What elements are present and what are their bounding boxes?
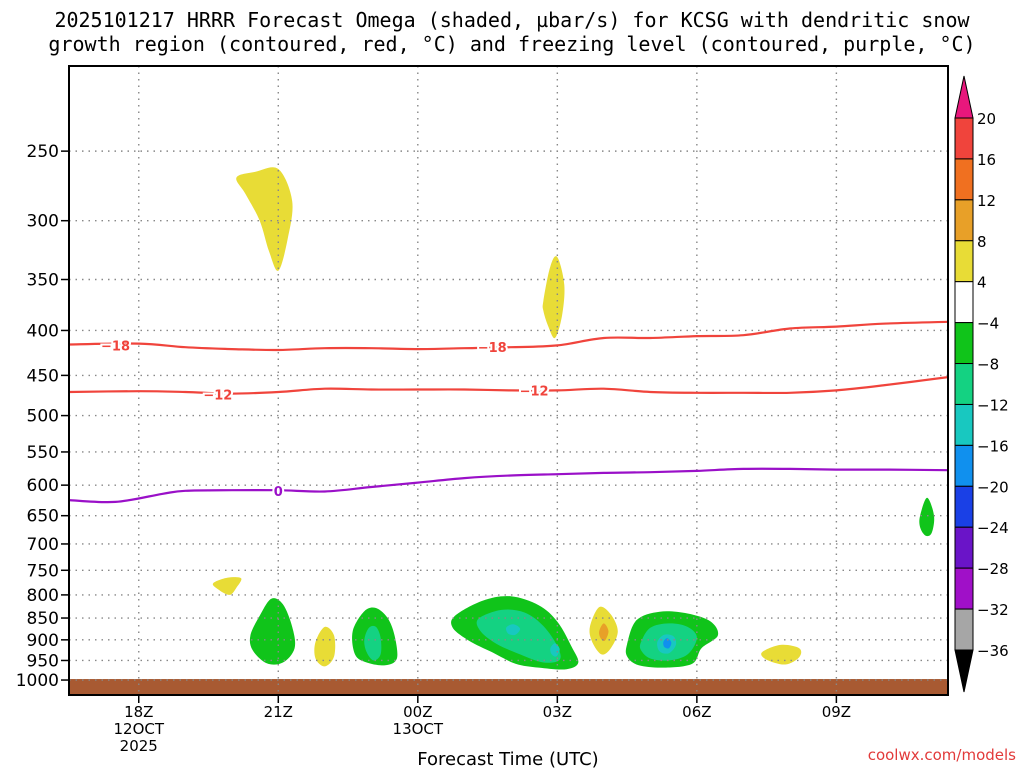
y-tick-label: 800 [27, 586, 59, 606]
colorbar-bin [954, 199, 974, 242]
colorbar-label: −8 [977, 356, 999, 374]
descent-02z-880-core [476, 609, 561, 663]
y-tick-label: 750 [27, 561, 59, 581]
colorbar: 20 16 12 8 4 −4 −8 −12 −16 −20 −24 −28 −32 −36 [954, 75, 1009, 693]
contour-line--18 [68, 320, 949, 352]
descent-02z-880-cyan2 [550, 643, 560, 657]
ascent-08z-935 [761, 644, 802, 665]
contour-line--12 [68, 376, 949, 395]
plot-frame [68, 65, 949, 696]
x-tick-label: 06Z [682, 703, 711, 721]
y-tick-label: 850 [27, 609, 59, 629]
contour-label: −18 [101, 339, 130, 354]
colorbar-label: −4 [977, 315, 999, 333]
chart-title-line-1: 2025101217 HRRR Forecast Omega (shaded, … [54, 8, 970, 32]
y-tick-label: 950 [27, 651, 59, 671]
colorbar-label: −16 [977, 437, 1009, 455]
x-tick-label: 13OCT [393, 720, 444, 738]
y-tick-label: 700 [27, 535, 59, 555]
y-tick-label: 250 [27, 142, 59, 162]
colorbar-label: −24 [977, 519, 1009, 537]
contour-label: −18 [478, 341, 507, 356]
colorbar-bin [954, 322, 974, 365]
colorbar-label: 16 [977, 151, 996, 169]
y-axis: 2503003504004505005506006507007508008509… [16, 142, 69, 691]
colorbar-label: 4 [977, 274, 987, 292]
colorbar-bin [954, 240, 974, 283]
descent-2230z-900-core [364, 625, 382, 661]
contour-line-0 [68, 467, 949, 504]
chart-title: 2025101217 HRRR Forecast Omega (shaded, … [0, 8, 1024, 56]
contour-label: −12 [520, 384, 549, 399]
colorbar-label: 12 [977, 192, 996, 210]
colorbar-bin [954, 608, 974, 651]
descent-21z-880 [249, 598, 296, 665]
colorbar-label: −12 [977, 396, 1009, 414]
colorbar-bin [954, 444, 974, 487]
descent-10z-660 [919, 497, 935, 537]
ascent-03z-370 [542, 256, 565, 339]
colorbar-top-arrow [954, 75, 974, 119]
colorbar-bin [954, 158, 974, 201]
colorbar-bin [954, 117, 974, 160]
credit-text: coolwx.com/models [867, 746, 1016, 764]
ascent-20z-780 [212, 577, 242, 595]
x-axis-label: Forecast Time (UTC) [417, 749, 598, 768]
contour-label: 0 [274, 485, 283, 500]
colorbar-label: −20 [977, 478, 1009, 496]
x-tick-label: 03Z [543, 703, 572, 721]
colorbar-bottom-arrow [954, 649, 974, 693]
x-tick-label: 12OCT [113, 720, 164, 738]
ascent-2130z-925 [314, 626, 336, 667]
colorbar-bin [954, 526, 974, 569]
colorbar-label: 20 [977, 110, 996, 128]
x-tick-label: 2025 [120, 737, 158, 755]
descent-05z-900-blue [663, 638, 672, 649]
colorbar-bin [954, 485, 974, 528]
chart-title-line-2: growth region (contoured, red, °C) and f… [48, 32, 976, 56]
y-tick-label: 600 [27, 476, 59, 496]
y-tick-label: 1000 [16, 671, 59, 691]
descent-02z-880-cyan [505, 624, 521, 636]
contour-layer [68, 320, 949, 504]
colorbar-label: −32 [977, 601, 1009, 619]
colorbar-bin [954, 281, 974, 324]
x-tick-label: 09Z [822, 703, 851, 721]
y-tick-label: 500 [27, 407, 59, 427]
colorbar-bin [954, 567, 974, 610]
omega-shading-layer [212, 167, 935, 670]
colorbar-bin [954, 363, 974, 405]
y-tick-label: 450 [27, 366, 59, 386]
y-tick-label: 300 [27, 212, 59, 232]
y-tick-label: 400 [27, 321, 59, 341]
colorbar-label: −36 [977, 642, 1009, 660]
terrain-bar [69, 679, 948, 695]
x-tick-label: 00Z [403, 703, 432, 721]
ascent-04z-880-core [599, 623, 609, 642]
y-tick-label: 900 [27, 631, 59, 651]
x-tick-label: 18Z [124, 703, 153, 721]
terrain-layer [69, 679, 948, 695]
colorbar-bin [954, 403, 974, 446]
x-tick-label: 21Z [264, 703, 293, 721]
colorbar-label: −28 [977, 560, 1009, 578]
ascent-21z-300 [236, 167, 293, 271]
y-tick-label: 650 [27, 507, 59, 527]
grid-layer [69, 66, 948, 695]
contour-label-layer: −18 −18 −12 −12 0 [99, 337, 551, 501]
y-tick-label: 550 [27, 443, 59, 463]
y-tick-label: 350 [27, 271, 59, 291]
contour-label: −12 [203, 388, 232, 403]
colorbar-label: 8 [977, 233, 987, 251]
